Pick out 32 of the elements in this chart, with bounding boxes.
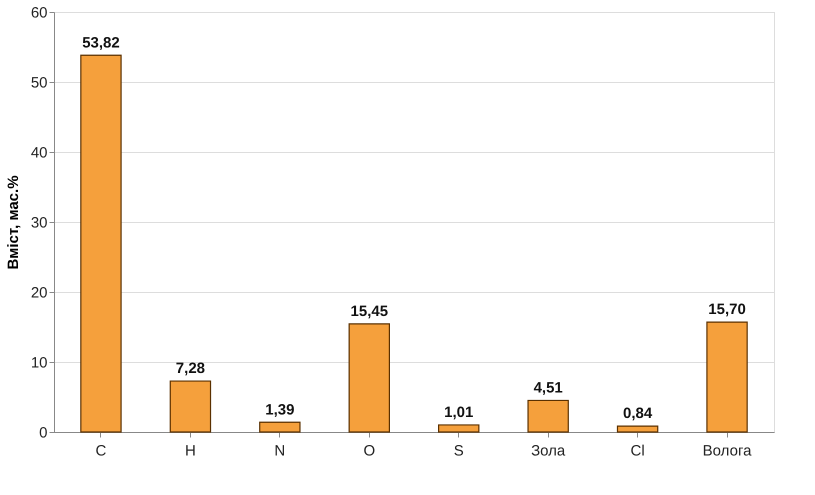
bar <box>348 323 390 433</box>
bar <box>438 424 480 433</box>
x-tick-label: N <box>274 442 286 460</box>
data-label: 53,82 <box>82 34 120 52</box>
y-tick-label: 20 <box>30 284 48 302</box>
bar <box>259 422 301 433</box>
bar <box>527 400 569 433</box>
y-tick-label: 50 <box>30 74 48 92</box>
bar <box>706 322 748 433</box>
y-tick-label: 40 <box>30 144 48 162</box>
bar <box>80 54 122 433</box>
x-tick-label: Зола <box>531 442 566 460</box>
data-label: 0,84 <box>623 405 653 422</box>
y-tick-label: 0 <box>39 424 48 442</box>
y-tick-label: 30 <box>30 214 48 232</box>
y-tick-label: 60 <box>30 4 48 22</box>
x-tick-label: Cl <box>630 442 645 460</box>
x-tick-label: Волога <box>702 442 752 460</box>
x-tick-label: O <box>363 442 376 460</box>
data-label: 1,39 <box>265 401 294 418</box>
y-axis-title: Вміст, мас.% <box>4 175 22 270</box>
x-tick-label: H <box>184 442 196 460</box>
bar <box>170 380 212 433</box>
x-tick-label: S <box>454 442 464 460</box>
data-label: 1,01 <box>444 404 474 421</box>
data-label: 15,45 <box>350 302 388 320</box>
y-tick-label: 10 <box>30 354 48 372</box>
data-label: 4,51 <box>534 379 563 396</box>
x-tick-label: C <box>96 442 107 460</box>
data-label: 7,28 <box>176 360 205 378</box>
data-label: 15,70 <box>708 301 746 318</box>
bar <box>616 426 658 433</box>
